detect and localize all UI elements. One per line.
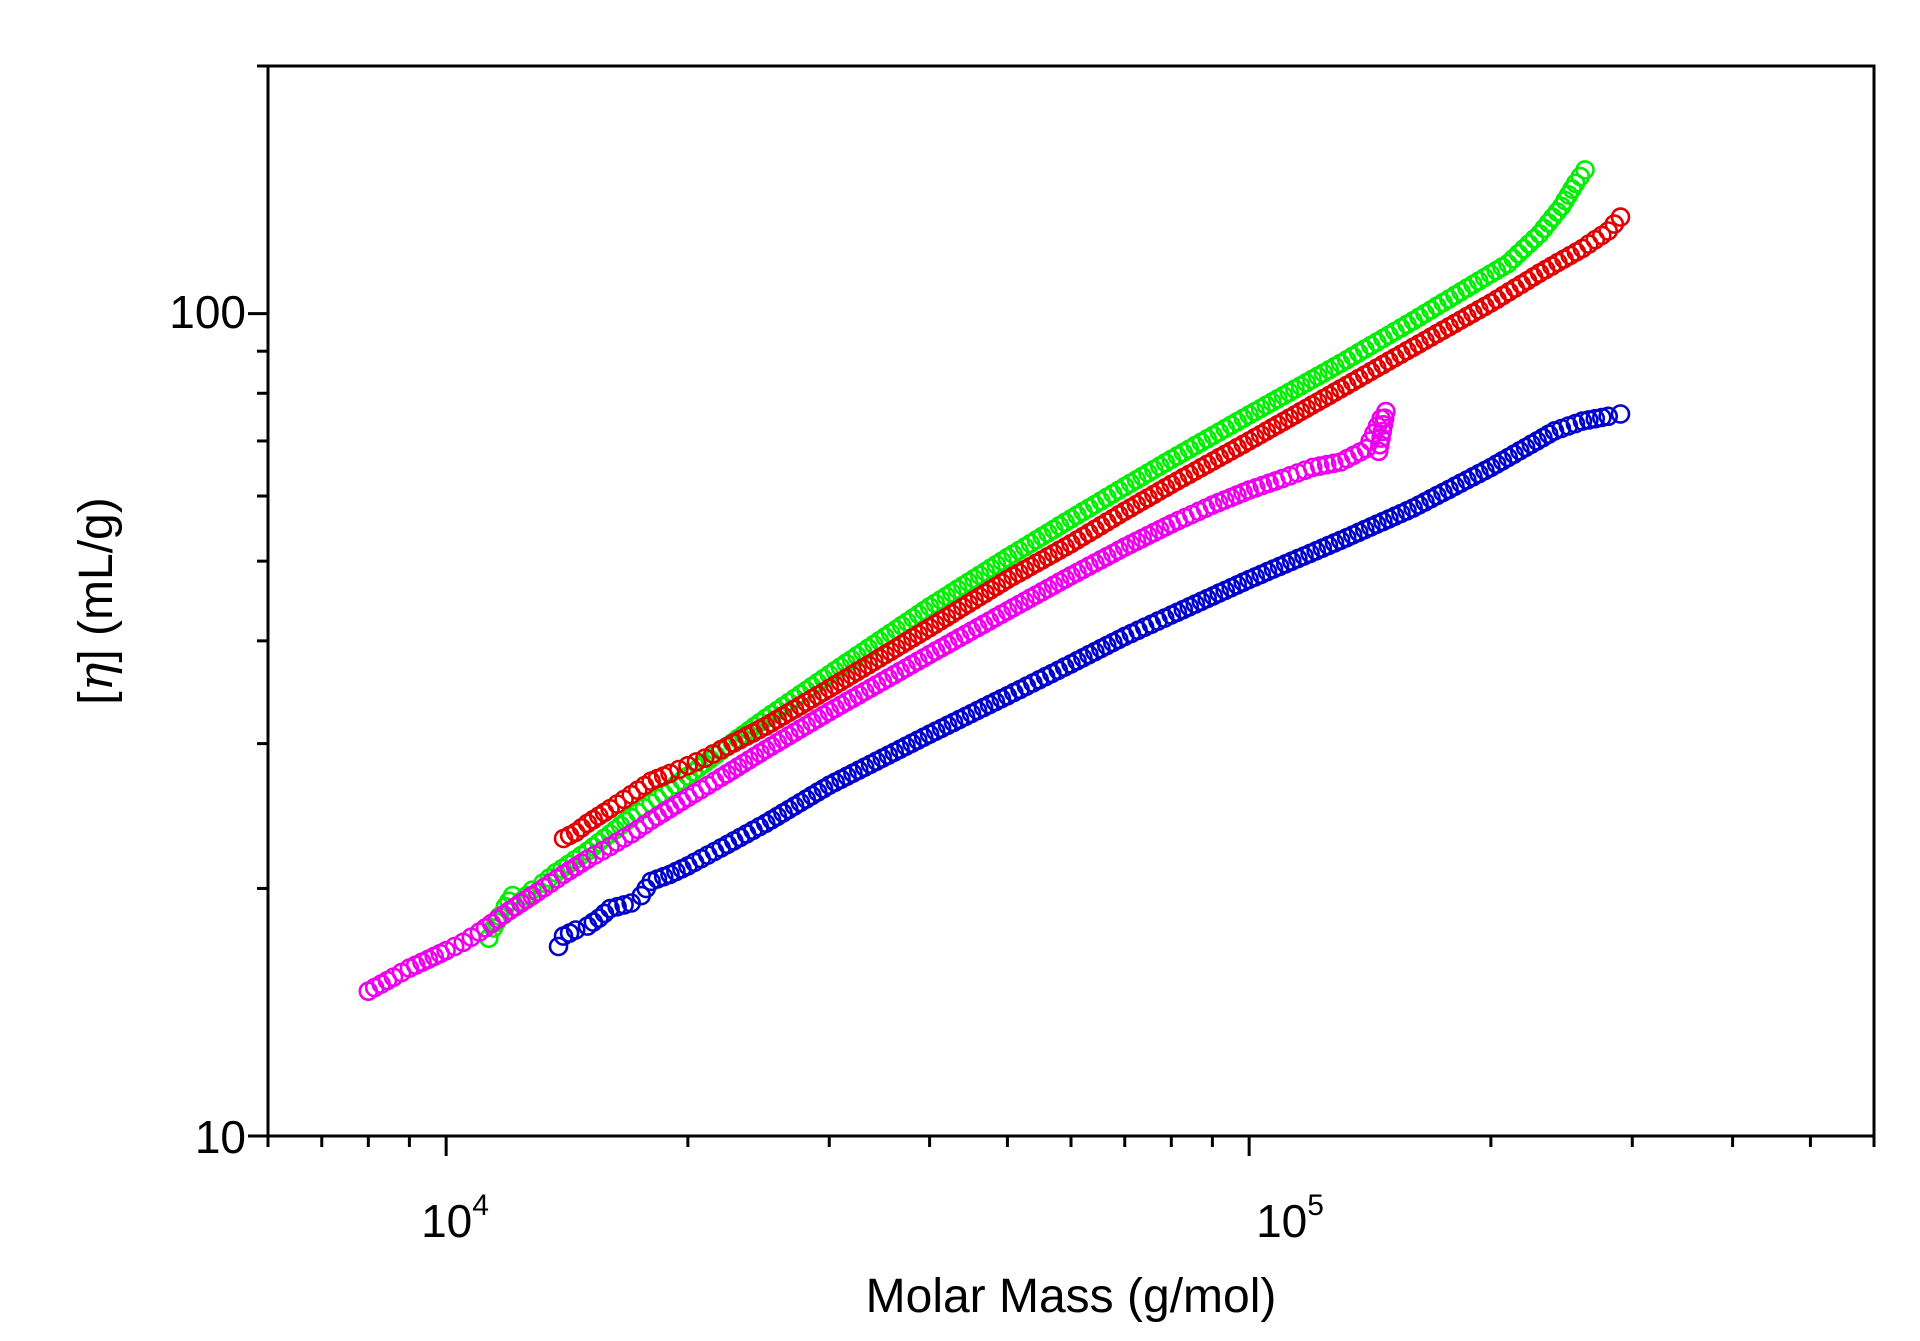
data-point-s0-185: [1543, 207, 1563, 228]
x-tick-label-1e4-base: 10: [421, 1195, 472, 1247]
x-tick-label-1e5-exponent: 5: [1307, 1189, 1324, 1222]
data-point-s2-153: [1309, 456, 1330, 476]
data-point-s1-176: [1610, 207, 1631, 227]
data-point-s2-155: [1323, 453, 1344, 474]
data-point-s2-170: [1370, 434, 1390, 455]
x-tick-label-1e4-exponent: 4: [472, 1189, 489, 1222]
data-point-s0-193: [1575, 160, 1595, 180]
data-point-s2-167: [1373, 414, 1394, 435]
data-point-s2-168: [1372, 421, 1393, 442]
data-point-s3-5: [583, 912, 604, 932]
data-point-s2-165: [1376, 401, 1396, 422]
data-point-s2-152: [1302, 457, 1323, 478]
data-point-s0-179: [1513, 239, 1534, 259]
data-point-s0-183: [1534, 218, 1554, 239]
y-tick-label-10: 10: [195, 1111, 246, 1163]
y-axis-title-symbol: η: [68, 662, 124, 691]
x-tick-label-1e5-base: 10: [1256, 1195, 1307, 1247]
y-axis-title: [η] (mL/g): [68, 497, 124, 704]
y-axis-title-rest: ] (mL/g): [70, 497, 123, 662]
data-point-s0-176: [1498, 253, 1518, 274]
data-point-s2-166: [1374, 408, 1395, 429]
plot-frame: [266, 64, 1876, 1138]
data-point-s3-0: [548, 936, 569, 957]
y-axis-title-open: [: [70, 691, 123, 704]
y-tick-label-100: 100: [169, 286, 246, 338]
x-tick-label-1e4: 104: [421, 1189, 489, 1247]
data-point-s2-169: [1371, 428, 1391, 448]
data-markers: [358, 160, 1631, 1002]
axis-ticks: [248, 64, 1876, 1156]
x-tick-label-1e5: 105: [1256, 1189, 1324, 1247]
data-point-s3-3: [565, 920, 586, 940]
data-point-s3-6: [589, 908, 609, 929]
data-point-s3-171: [1598, 406, 1618, 427]
data-point-s3-172: [1610, 404, 1631, 424]
data-point-s0-181: [1524, 229, 1545, 249]
data-point-s0-178: [1508, 243, 1529, 264]
data-point-s2-154: [1316, 454, 1337, 475]
data-point-s1-17: [660, 763, 680, 784]
data-point-s0-177: [1503, 248, 1523, 269]
data-point-s0-184: [1538, 213, 1559, 233]
data-point-s2-171: [1368, 441, 1389, 462]
data-point-s0-180: [1519, 234, 1539, 254]
data-point-s1-18: [669, 759, 689, 780]
x-axis-title: Molar Mass (g/mol): [866, 1270, 1277, 1323]
